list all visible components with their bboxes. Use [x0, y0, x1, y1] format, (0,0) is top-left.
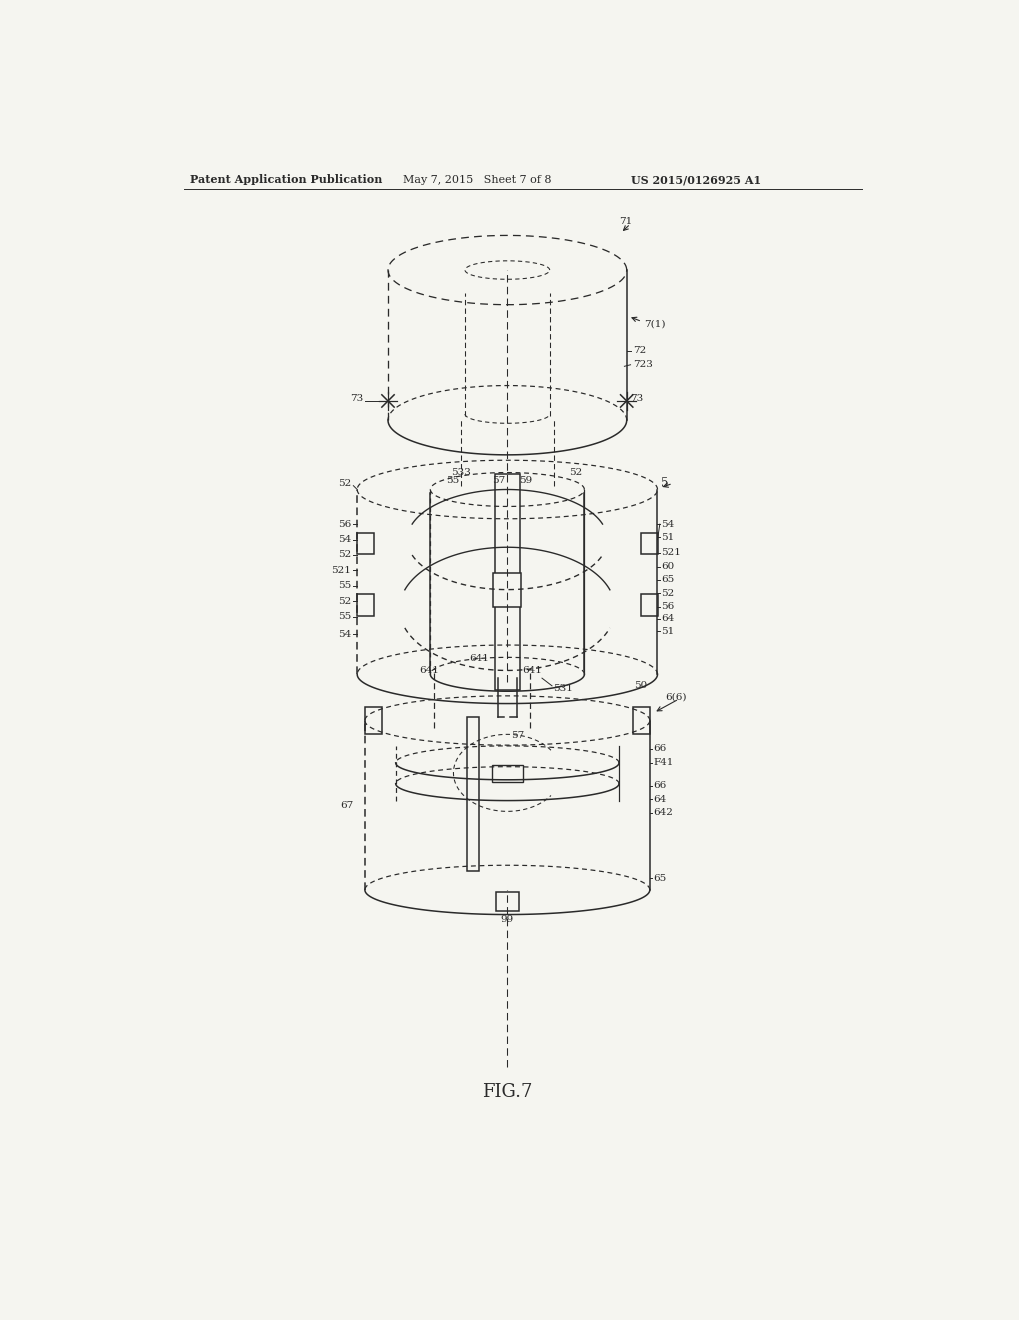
Text: 54: 54: [337, 535, 351, 544]
Text: 6(6): 6(6): [664, 693, 686, 702]
Text: 65: 65: [660, 576, 674, 583]
Text: 55: 55: [337, 581, 351, 590]
Text: 66: 66: [653, 781, 666, 791]
Text: 52: 52: [569, 469, 582, 477]
Text: 64: 64: [660, 614, 674, 623]
Text: Patent Application Publication: Patent Application Publication: [190, 174, 382, 186]
Text: 723: 723: [632, 360, 652, 370]
Text: 533: 533: [450, 469, 471, 477]
Text: 52: 52: [337, 550, 351, 560]
Text: 521: 521: [660, 548, 681, 557]
Text: 521: 521: [331, 566, 351, 574]
Text: 64: 64: [653, 795, 666, 804]
Text: 531: 531: [553, 684, 573, 693]
Text: 67: 67: [340, 801, 354, 809]
Text: 641: 641: [419, 667, 438, 675]
Bar: [357, 533, 374, 554]
Text: 65: 65: [653, 874, 666, 883]
Text: 7(1): 7(1): [643, 319, 664, 329]
Text: 54: 54: [337, 630, 351, 639]
Text: 56: 56: [660, 602, 674, 611]
Text: US 2015/0126925 A1: US 2015/0126925 A1: [630, 174, 760, 186]
Text: 55: 55: [337, 612, 351, 620]
Text: 60: 60: [660, 562, 674, 572]
Text: F41: F41: [653, 759, 674, 767]
Text: 642: 642: [653, 808, 673, 817]
Bar: [493, 573, 521, 607]
Text: 59: 59: [519, 475, 532, 484]
Text: 50: 50: [634, 681, 647, 690]
Text: 5: 5: [660, 477, 668, 490]
Bar: [494, 474, 519, 689]
Bar: [365, 706, 381, 734]
Text: 55: 55: [445, 475, 459, 484]
Text: 52: 52: [660, 589, 674, 598]
Bar: [640, 533, 657, 554]
Text: 641: 641: [469, 655, 488, 664]
Text: 641: 641: [522, 667, 542, 675]
Text: 51: 51: [660, 627, 674, 636]
Text: 99: 99: [500, 915, 514, 924]
Bar: [495, 892, 519, 911]
Text: 54: 54: [660, 520, 674, 528]
Text: 52: 52: [337, 597, 351, 606]
Text: 57: 57: [511, 731, 524, 741]
Text: 66: 66: [653, 744, 666, 754]
Bar: [357, 594, 374, 615]
Text: 51: 51: [660, 533, 674, 541]
Text: 73: 73: [350, 395, 363, 403]
Text: 52: 52: [337, 479, 351, 488]
Text: 71: 71: [619, 216, 632, 226]
Text: 73: 73: [630, 395, 643, 403]
Text: FIG.7: FIG.7: [482, 1082, 532, 1101]
Bar: [491, 766, 522, 781]
Bar: [466, 717, 478, 871]
Text: 72: 72: [632, 346, 645, 355]
Text: 56: 56: [337, 520, 351, 528]
Bar: [632, 706, 649, 734]
Text: May 7, 2015   Sheet 7 of 8: May 7, 2015 Sheet 7 of 8: [403, 176, 551, 185]
Bar: [640, 594, 657, 615]
Text: 57: 57: [491, 475, 504, 484]
